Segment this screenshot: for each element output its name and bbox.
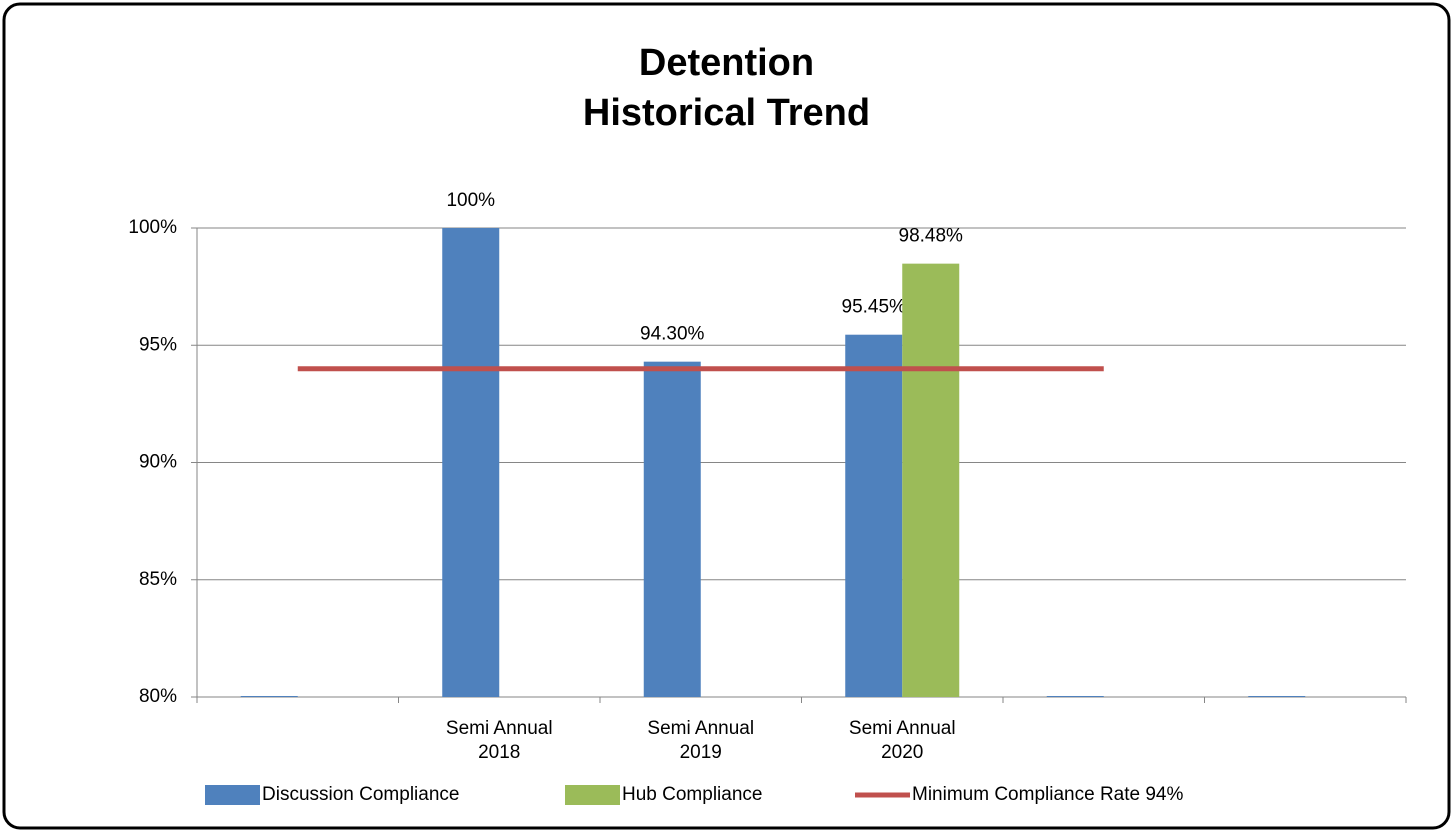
chart-title: Detention Historical Trend [582,42,871,134]
legend-swatch [205,785,260,805]
y-tick-label: 95% [139,334,177,355]
x-tick-label: Semi Annual 2020 [848,718,956,763]
data-label: 98.48% [899,226,964,247]
bar [902,263,960,697]
bar [240,696,298,697]
x-tick-label: Semi Annual 2019 [647,718,755,763]
bar [442,228,500,697]
y-tick-label: 100% [128,217,177,238]
bar [1046,696,1104,697]
legend-label: Discussion Compliance [262,784,459,805]
data-label: 95.45% [842,297,907,318]
data-label: 94.30% [640,324,705,345]
legend-label: Minimum Compliance Rate 94% [912,784,1183,805]
data-label: 100% [446,190,495,211]
bar [845,334,903,697]
y-tick-label: 80% [139,686,177,707]
bar [1248,696,1306,697]
legend-swatch [565,785,620,805]
x-tick-label: Semi Annual 2018 [445,718,553,763]
y-tick-label: 90% [139,452,177,473]
bar [643,361,701,697]
legend-label: Hub Compliance [622,784,762,805]
y-tick-label: 85% [139,569,177,590]
